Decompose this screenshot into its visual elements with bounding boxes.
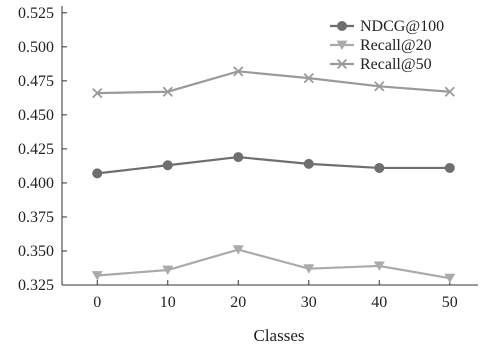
data-point bbox=[303, 264, 315, 274]
y-tick-label: 0.325 bbox=[18, 277, 54, 294]
legend-item: Recall@50 bbox=[330, 56, 432, 73]
series-line bbox=[97, 70, 450, 95]
legend-label: NDCG@100 bbox=[360, 18, 444, 35]
data-point bbox=[92, 87, 103, 99]
x-tick-label: 50 bbox=[442, 294, 458, 311]
y-tick-label: 0.475 bbox=[18, 73, 54, 90]
legend-marker bbox=[336, 58, 348, 70]
y-tick-label: 0.350 bbox=[18, 243, 54, 260]
y-tick-label: 0.425 bbox=[18, 141, 54, 158]
series-layer bbox=[91, 66, 456, 284]
legend: NDCG@100 Recall@20 Recall@50 bbox=[330, 18, 444, 73]
series-ndcg-100 bbox=[92, 152, 455, 179]
data-point bbox=[373, 261, 385, 271]
data-point bbox=[444, 86, 455, 97]
y-ticks: 0.325 0.350 0.375 0.400 0.425 0.450 0.475 0.500… bbox=[18, 5, 67, 294]
data-point bbox=[91, 271, 103, 281]
legend-label: Recall@50 bbox=[360, 56, 432, 73]
x-tick-label: 10 bbox=[160, 294, 176, 311]
axes bbox=[61, 6, 478, 286]
y-tick-label: 0.525 bbox=[18, 5, 54, 22]
legend-item: Recall@20 bbox=[330, 37, 432, 54]
legend-item: NDCG@100 bbox=[330, 18, 444, 35]
y-tick-label: 0.400 bbox=[18, 175, 54, 192]
series-line bbox=[97, 248, 450, 280]
x-tick-label: 30 bbox=[301, 294, 317, 311]
data-point bbox=[444, 162, 455, 173]
data-point bbox=[162, 160, 173, 171]
series-line bbox=[97, 155, 450, 175]
x-tick-label: 0 bbox=[93, 294, 101, 311]
legend-marker bbox=[337, 21, 347, 31]
data-point bbox=[374, 81, 385, 92]
data-point bbox=[303, 158, 314, 169]
data-point bbox=[233, 66, 244, 77]
x-ticks: 0 10 20 30 40 50 bbox=[93, 280, 458, 311]
data-point bbox=[92, 168, 103, 179]
data-point bbox=[232, 245, 244, 255]
data-point bbox=[233, 152, 244, 163]
y-tick-label: 0.450 bbox=[18, 107, 54, 124]
y-tick-label: 0.500 bbox=[18, 39, 54, 56]
x-tick-label: 40 bbox=[371, 294, 387, 311]
data-point bbox=[374, 162, 385, 173]
legend-label: Recall@20 bbox=[360, 37, 432, 54]
data-point bbox=[444, 273, 456, 284]
x-tick-label: 20 bbox=[230, 294, 246, 311]
data-point bbox=[303, 72, 314, 84]
series-recall-20 bbox=[91, 245, 456, 284]
data-point bbox=[162, 86, 173, 97]
legend-marker bbox=[336, 40, 348, 50]
y-tick-label: 0.375 bbox=[18, 209, 54, 226]
x-axis-title: Classes bbox=[254, 326, 305, 345]
data-point bbox=[162, 265, 174, 275]
series-recall-50 bbox=[92, 66, 455, 99]
